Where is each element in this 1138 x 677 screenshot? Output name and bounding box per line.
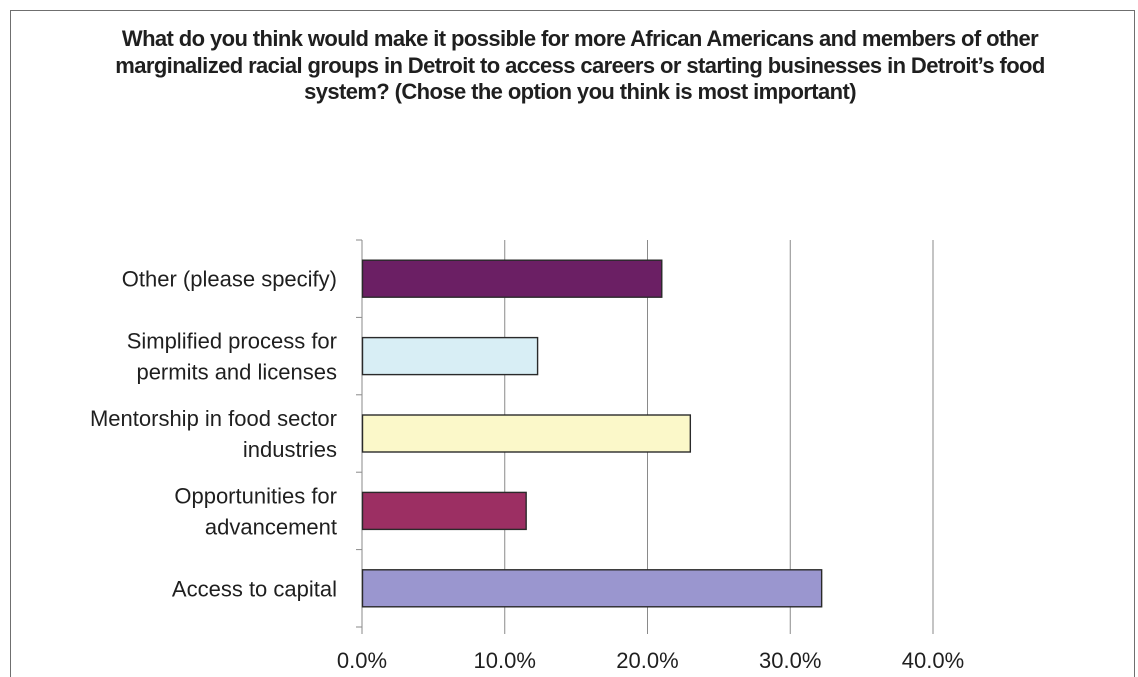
bars: [361, 259, 823, 608]
x-tick-label: 30.0%: [759, 648, 821, 673]
category-label: Simplified process for permits and licens…: [127, 329, 337, 385]
bar: [361, 491, 527, 531]
category-label: Other (please specify): [122, 267, 337, 292]
bar: [361, 259, 663, 298]
chart-frame: [10, 10, 1135, 677]
x-tick-label: 10.0%: [474, 648, 536, 673]
x-tick-label: 0.0%: [337, 648, 387, 673]
bar: [361, 569, 823, 608]
category-label: Opportunities for advancement: [174, 483, 337, 539]
chart-title: What do you think would make it possible…: [115, 26, 1045, 104]
category-label: Mentorship in food sector industries: [90, 406, 337, 462]
x-tick-labels: 0.0% 10.0% 20.0% 30.0% 40.0%: [337, 648, 964, 673]
bar: [361, 414, 692, 453]
bar: [361, 336, 539, 376]
x-tick-label: 40.0%: [902, 648, 964, 673]
category-labels: Other (please specify) Simplified process…: [90, 267, 337, 602]
x-tick-label: 20.0%: [616, 648, 678, 673]
category-label: Access to capital: [172, 576, 337, 601]
